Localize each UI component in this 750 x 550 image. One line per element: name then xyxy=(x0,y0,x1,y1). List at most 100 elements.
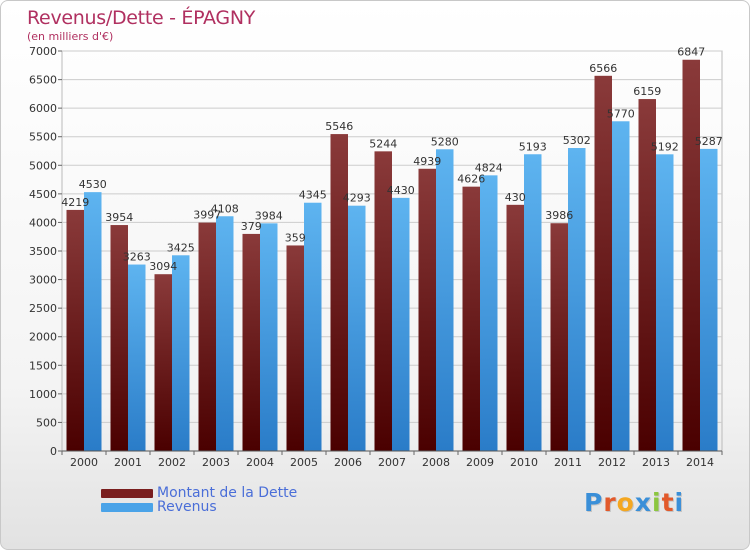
y-tick-label: 6500 xyxy=(29,74,57,87)
bar-revenus xyxy=(568,148,586,451)
x-tick-label: 2002 xyxy=(158,456,186,469)
data-label-dette: 4626 xyxy=(457,173,485,186)
data-label-dette: 6847 xyxy=(677,46,705,59)
bar-revenus xyxy=(348,205,366,451)
data-label-dette: 6566 xyxy=(589,62,617,75)
bar-revenus xyxy=(656,154,674,452)
bar-dette xyxy=(66,209,84,451)
data-label-revenus: 5193 xyxy=(519,140,547,153)
data-label-dette: 3094 xyxy=(149,260,177,273)
y-tick-label: 1500 xyxy=(29,359,57,372)
y-tick-label: 7000 xyxy=(29,45,57,58)
data-label-dette: 5546 xyxy=(325,120,353,133)
data-label-revenus: 3425 xyxy=(167,241,195,254)
logo-letter: t xyxy=(661,488,675,517)
y-tick-label: 4000 xyxy=(29,216,57,229)
bar-dette xyxy=(242,233,260,451)
bar-revenus xyxy=(700,148,718,451)
bar-dette xyxy=(418,168,436,451)
x-tick-label: 2000 xyxy=(70,456,98,469)
logo-letter: i xyxy=(674,488,685,517)
chart-subtitle: (en milliers d'€) xyxy=(27,30,114,43)
data-label-revenus: 4345 xyxy=(299,189,327,202)
data-label-dette: 3997 xyxy=(193,209,221,222)
y-tick-label: 2500 xyxy=(29,302,57,315)
bar-dette xyxy=(594,75,612,452)
bar-dette xyxy=(110,225,128,451)
bar-dette xyxy=(374,151,392,452)
bar-revenus xyxy=(304,202,322,451)
y-tick-label: 4500 xyxy=(29,188,57,201)
x-tick-label: 2014 xyxy=(686,456,714,469)
bar-revenus xyxy=(260,223,278,451)
data-label-revenus: 4108 xyxy=(211,202,239,215)
data-label-revenus: 4530 xyxy=(79,178,107,191)
x-tick-label: 2013 xyxy=(642,456,670,469)
data-label-revenus: 3984 xyxy=(255,209,283,222)
bar-revenus xyxy=(172,255,190,451)
x-tick-label: 2008 xyxy=(422,456,450,469)
chart-title: Revenus/Dette - ÉPAGNY xyxy=(27,7,256,29)
bar-dette xyxy=(638,99,656,452)
legend-label-dette: Montant de la Dette xyxy=(157,485,298,501)
legend-swatch-dette xyxy=(101,489,153,498)
logo-letter: o xyxy=(616,488,635,517)
data-label-revenus: 5287 xyxy=(695,135,723,148)
bar-dette xyxy=(198,222,216,451)
bar-dette xyxy=(330,134,348,452)
y-tick-label: 5500 xyxy=(29,131,57,144)
data-label-revenus: 5280 xyxy=(431,135,459,148)
data-label-revenus: 5770 xyxy=(607,107,635,120)
bar-dette xyxy=(462,186,480,451)
data-label-dette: 6159 xyxy=(633,85,661,98)
data-label-revenus: 5192 xyxy=(651,140,679,153)
bar-revenus xyxy=(216,216,234,451)
x-tick-label: 2006 xyxy=(334,456,362,469)
y-tick-label: 500 xyxy=(36,416,57,429)
x-tick-label: 2012 xyxy=(598,456,626,469)
y-tick-label: 6000 xyxy=(29,102,57,115)
logo-letter: i xyxy=(652,488,662,517)
x-tick-label: 2010 xyxy=(510,456,538,469)
logo-letter: P xyxy=(584,488,604,517)
data-label-dette: 3986 xyxy=(545,209,573,222)
data-label-revenus: 4824 xyxy=(475,161,503,174)
x-tick-label: 2001 xyxy=(114,456,142,469)
y-tick-label: 0 xyxy=(50,445,57,458)
data-label-revenus: 4430 xyxy=(387,184,415,197)
x-tick-label: 2007 xyxy=(378,456,406,469)
legend-label-revenus: Revenus xyxy=(157,499,217,515)
bar-revenus xyxy=(436,149,454,452)
logo-letter: r xyxy=(603,488,617,517)
data-label-revenus: 5302 xyxy=(563,134,591,147)
data-label-dette: 4219 xyxy=(61,196,89,209)
bar-dette xyxy=(154,274,172,451)
bar-dette xyxy=(506,204,524,451)
y-tick-label: 3500 xyxy=(29,245,57,258)
x-tick-label: 2003 xyxy=(202,456,230,469)
data-label-revenus: 3263 xyxy=(123,251,151,264)
bar-revenus xyxy=(84,192,102,451)
data-label-revenus: 4293 xyxy=(343,192,371,205)
data-label-dette: 5244 xyxy=(369,137,397,150)
bar-revenus xyxy=(128,264,146,451)
y-tick-label: 2000 xyxy=(29,331,57,344)
bar-revenus xyxy=(612,121,630,452)
data-label-dette: 4939 xyxy=(413,155,441,168)
bar-dette xyxy=(550,223,568,451)
y-tick-label: 3000 xyxy=(29,274,57,287)
data-label-dette: 3954 xyxy=(105,211,133,224)
x-tick-label: 2004 xyxy=(246,456,274,469)
y-tick-label: 5000 xyxy=(29,159,57,172)
bar-revenus xyxy=(524,154,542,451)
data-label-dette: 379 xyxy=(241,220,262,233)
bar-dette xyxy=(682,59,700,451)
x-tick-label: 2005 xyxy=(290,456,318,469)
bar-revenus xyxy=(392,197,410,451)
data-label-dette: 430 xyxy=(505,191,526,204)
x-tick-label: 2011 xyxy=(554,456,582,469)
data-label-dette: 359 xyxy=(285,231,306,244)
x-tick-label: 2009 xyxy=(466,456,494,469)
